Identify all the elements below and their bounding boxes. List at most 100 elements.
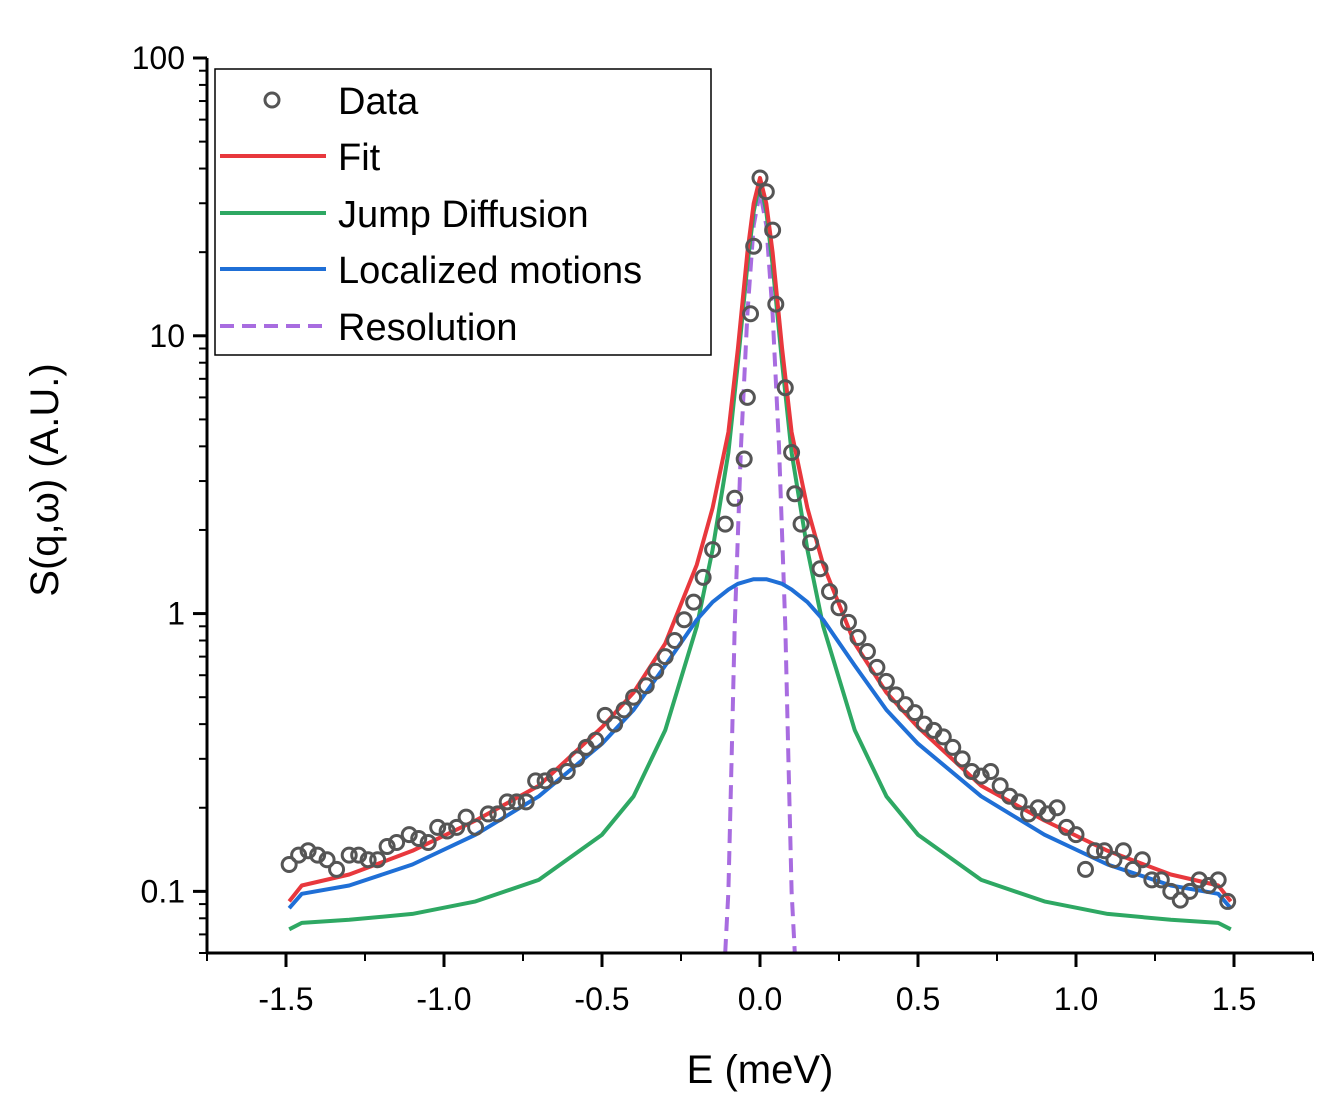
data-point bbox=[340, 846, 358, 864]
x-tick-label: -0.5 bbox=[574, 981, 629, 1017]
data-point bbox=[625, 688, 643, 706]
data-point bbox=[290, 846, 308, 864]
data-point bbox=[786, 485, 804, 503]
data-point bbox=[776, 379, 794, 397]
data-point bbox=[1114, 842, 1132, 860]
data-point bbox=[858, 643, 876, 661]
data-point bbox=[666, 632, 684, 650]
data-point bbox=[587, 731, 605, 749]
data-point bbox=[767, 295, 785, 313]
data-point bbox=[811, 560, 829, 578]
data-point bbox=[299, 842, 317, 860]
data-point bbox=[694, 568, 712, 586]
data-point bbox=[419, 833, 437, 851]
data-point bbox=[457, 808, 475, 826]
data-point bbox=[738, 388, 756, 406]
data-point bbox=[1048, 799, 1066, 817]
data-point bbox=[821, 583, 839, 601]
data-point bbox=[448, 818, 466, 836]
data-point bbox=[369, 851, 387, 869]
data-point bbox=[1133, 851, 1151, 869]
data-point bbox=[764, 221, 782, 239]
y-tick-label: 10 bbox=[149, 318, 185, 354]
data-point bbox=[830, 599, 848, 617]
data-point bbox=[498, 793, 516, 811]
y-tick-label: 100 bbox=[132, 40, 185, 76]
data-point bbox=[783, 444, 801, 462]
data-point bbox=[606, 715, 624, 733]
data-point bbox=[1067, 826, 1085, 844]
data-point bbox=[615, 701, 633, 719]
data-point bbox=[378, 838, 396, 856]
data-point bbox=[704, 541, 722, 559]
data-point bbox=[1181, 882, 1199, 900]
data-point bbox=[568, 750, 586, 768]
data-point bbox=[637, 677, 655, 695]
legend: Data Fit Jump Diffusion Localized motions Re… bbox=[214, 68, 712, 356]
data-point bbox=[972, 767, 990, 785]
plot-area bbox=[280, 169, 1237, 954]
data-point bbox=[1105, 851, 1123, 869]
data-point bbox=[438, 822, 456, 840]
data-point bbox=[934, 728, 952, 746]
data-point bbox=[489, 805, 507, 823]
data-point bbox=[849, 629, 867, 647]
data-point bbox=[868, 658, 886, 676]
data-point bbox=[280, 855, 298, 873]
data-point bbox=[1010, 793, 1028, 811]
data-point bbox=[792, 515, 810, 533]
legend-label: Localized motions bbox=[338, 250, 642, 292]
data-point bbox=[309, 846, 327, 864]
data-point bbox=[1143, 871, 1161, 889]
x-axis-label: E (meV) bbox=[687, 1048, 834, 1092]
data-point bbox=[410, 830, 428, 848]
axes: -1.5 -1.0 -0.5 0.0 0.5 1.0 1.5 0.1 1 10 100 bbox=[132, 40, 1314, 1017]
data-point bbox=[508, 793, 526, 811]
x-tick-label: 1.5 bbox=[1212, 981, 1256, 1017]
x-tick-label: -1.5 bbox=[258, 981, 313, 1017]
data-point bbox=[1162, 882, 1180, 900]
legend-label: Fit bbox=[338, 137, 381, 179]
data-point bbox=[429, 818, 447, 836]
data-point bbox=[388, 833, 406, 851]
data-point bbox=[944, 738, 962, 756]
data-point bbox=[877, 672, 895, 690]
y-tick-label: 1 bbox=[167, 596, 185, 632]
data-point bbox=[982, 763, 1000, 781]
data-point bbox=[328, 860, 346, 878]
localized-motions-line bbox=[287, 577, 1233, 910]
data-point bbox=[1209, 871, 1227, 889]
data-point bbox=[991, 777, 1009, 795]
data-point bbox=[596, 706, 614, 724]
data-point bbox=[1219, 892, 1237, 910]
data-point bbox=[536, 772, 554, 790]
x-tick-label: -1.0 bbox=[416, 981, 471, 1017]
data-point bbox=[1152, 871, 1170, 889]
data-point bbox=[656, 648, 674, 666]
data-point bbox=[839, 613, 857, 631]
data-point bbox=[963, 763, 981, 781]
data-point bbox=[757, 183, 775, 201]
x-tick-label: 1.0 bbox=[1054, 981, 1098, 1017]
data-point bbox=[517, 793, 535, 811]
legend-label: Jump Diffusion bbox=[338, 194, 589, 236]
legend-label: Data bbox=[338, 81, 419, 123]
data-point bbox=[751, 169, 769, 187]
y-axis-label: S(q,ω) (A.U.) bbox=[23, 363, 67, 596]
data-point bbox=[716, 515, 734, 533]
y-tick-label: 0.1 bbox=[141, 873, 185, 909]
data-point bbox=[742, 305, 760, 323]
data-point bbox=[479, 805, 497, 823]
data-point bbox=[350, 846, 368, 864]
data-point bbox=[1171, 891, 1189, 909]
data-point bbox=[735, 450, 753, 468]
data-point bbox=[675, 611, 693, 629]
data-point bbox=[359, 851, 377, 869]
data-point bbox=[467, 818, 485, 836]
data-point bbox=[1076, 860, 1094, 878]
data-point bbox=[726, 489, 744, 507]
data-point bbox=[906, 704, 924, 722]
data-point bbox=[1086, 842, 1104, 860]
resolution-line bbox=[723, 189, 797, 954]
data-point bbox=[802, 534, 820, 552]
